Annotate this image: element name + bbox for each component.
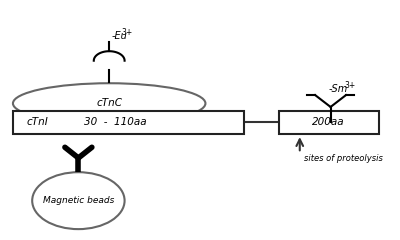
Text: 3+: 3+ bbox=[344, 81, 355, 90]
Circle shape bbox=[32, 172, 124, 229]
Text: 30  -  110aa: 30 - 110aa bbox=[84, 117, 146, 127]
FancyBboxPatch shape bbox=[13, 110, 244, 134]
Text: -Sm: -Sm bbox=[329, 84, 348, 94]
Text: Magnetic beads: Magnetic beads bbox=[43, 196, 114, 205]
Text: cTnC: cTnC bbox=[96, 98, 122, 108]
FancyBboxPatch shape bbox=[278, 110, 379, 134]
Text: 200aa: 200aa bbox=[312, 117, 345, 127]
Text: 3+: 3+ bbox=[122, 29, 133, 37]
Text: sites of proteolysis: sites of proteolysis bbox=[304, 154, 382, 163]
Text: cTnI: cTnI bbox=[26, 117, 48, 127]
Ellipse shape bbox=[13, 83, 206, 124]
Text: -Eu: -Eu bbox=[111, 30, 127, 41]
